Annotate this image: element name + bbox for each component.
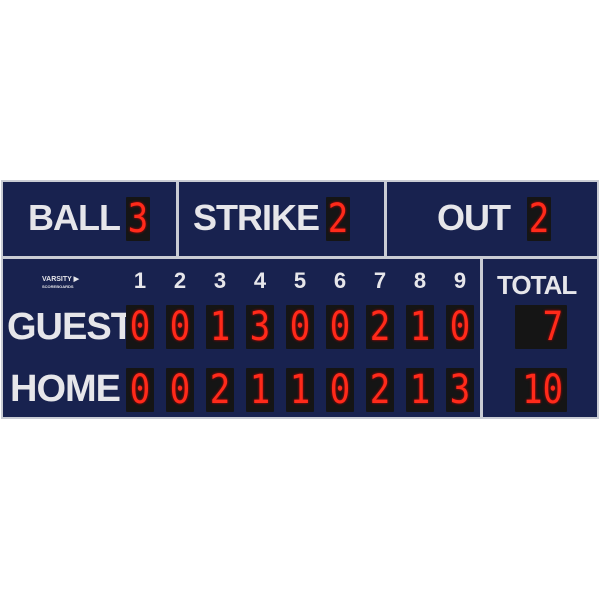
out-display: 2 bbox=[527, 197, 551, 241]
inning-score: 2 bbox=[209, 367, 231, 413]
inning-number: 9 bbox=[453, 268, 467, 293]
inning-score: 0 bbox=[169, 304, 191, 350]
varsity-logo: VARSITY ▶ SCOREBOARDS bbox=[42, 276, 80, 289]
inning-score-cell: 2 bbox=[366, 368, 394, 412]
inning-score-cell: 3 bbox=[446, 368, 474, 412]
inning-score: 1 bbox=[409, 367, 431, 413]
inning-number: 7 bbox=[373, 268, 387, 293]
total-score: 7 bbox=[542, 304, 564, 350]
total-score: 10 bbox=[522, 367, 564, 413]
inning-score: 2 bbox=[369, 304, 391, 350]
inning-score-cell: 0 bbox=[326, 305, 354, 349]
inning-score: 3 bbox=[449, 367, 471, 413]
inning-score: 0 bbox=[289, 304, 311, 350]
inning-score-cell: 0 bbox=[126, 368, 154, 412]
inning-score: 0 bbox=[129, 304, 151, 350]
inning-number: 6 bbox=[333, 268, 347, 293]
inning-score: 0 bbox=[329, 304, 351, 350]
total-score-cell: 10 bbox=[515, 368, 567, 412]
inning-score-cell: 1 bbox=[406, 368, 434, 412]
ball-label: BALL bbox=[28, 197, 121, 238]
total-score-cell: 7 bbox=[515, 305, 567, 349]
home-label: HOME bbox=[10, 368, 121, 410]
inning-score: 1 bbox=[209, 304, 231, 350]
inning-score-cell: 0 bbox=[166, 368, 194, 412]
inning-score-cell: 0 bbox=[446, 305, 474, 349]
inning-number: 5 bbox=[293, 268, 307, 293]
inning-score: 0 bbox=[169, 367, 191, 413]
inning-score-cell: 2 bbox=[206, 368, 234, 412]
inning-score-cell: 3 bbox=[246, 305, 274, 349]
logo-sub: SCOREBOARDS bbox=[42, 284, 74, 289]
inning-score: 2 bbox=[369, 367, 391, 413]
out-label: OUT bbox=[437, 197, 511, 238]
inning-score-cell: 1 bbox=[206, 305, 234, 349]
inning-score-cell: 1 bbox=[406, 305, 434, 349]
inning-score: 0 bbox=[449, 304, 471, 350]
strike-label: STRIKE bbox=[193, 197, 320, 238]
inning-score: 1 bbox=[249, 367, 271, 413]
inning-score: 0 bbox=[329, 367, 351, 413]
inning-score: 1 bbox=[289, 367, 311, 413]
ball-display: 3 bbox=[126, 197, 150, 241]
inning-score-cell: 0 bbox=[286, 305, 314, 349]
guest-label: GUEST bbox=[7, 306, 134, 348]
inning-score-cell: 1 bbox=[286, 368, 314, 412]
out-value: 2 bbox=[528, 196, 550, 242]
inning-score: 0 bbox=[129, 367, 151, 413]
inning-score-cell: 1 bbox=[246, 368, 274, 412]
strike-value: 2 bbox=[327, 196, 349, 242]
logo-name: VARSITY bbox=[42, 276, 72, 283]
inning-score-cell: 2 bbox=[366, 305, 394, 349]
inning-number: 2 bbox=[173, 268, 187, 293]
inning-score-cell: 0 bbox=[126, 305, 154, 349]
strike-display: 2 bbox=[326, 197, 350, 241]
out-panel bbox=[387, 182, 597, 256]
inning-number: 8 bbox=[413, 268, 427, 293]
inning-score: 3 bbox=[249, 304, 271, 350]
inning-score-cell: 0 bbox=[166, 305, 194, 349]
linescore-panel bbox=[3, 259, 480, 417]
inning-score-cell: 0 bbox=[326, 368, 354, 412]
inning-number: 3 bbox=[213, 268, 227, 293]
inning-score: 1 bbox=[409, 304, 431, 350]
total-label: TOTAL bbox=[497, 270, 577, 300]
ball-value: 3 bbox=[127, 196, 149, 242]
inning-number: 4 bbox=[253, 268, 267, 293]
inning-number: 1 bbox=[133, 268, 147, 293]
